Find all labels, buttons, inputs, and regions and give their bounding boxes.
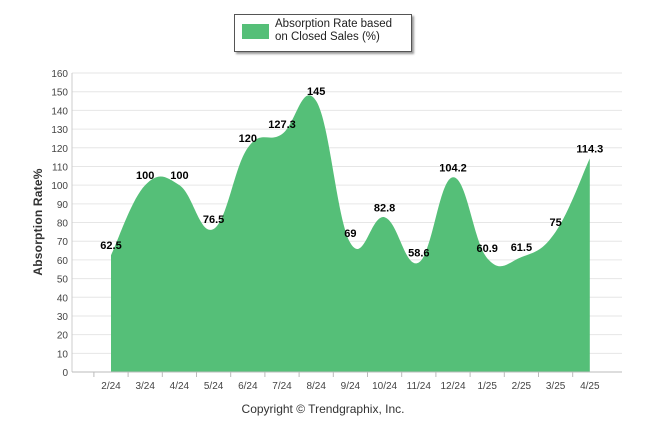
y-tick-label: 30 [57,312,69,323]
data-label: 76.5 [203,214,224,226]
data-label: 61.5 [511,242,532,254]
x-tick-label: 4/24 [170,381,190,392]
y-tick-label: 160 [51,69,68,80]
y-tick-label: 60 [57,256,69,267]
x-tick-label: 2/25 [512,381,532,392]
x-tick-label: 12/24 [440,381,465,392]
y-tick-label: 100 [51,181,68,192]
x-tick-label: 4/25 [580,381,600,392]
legend-swatch [242,24,269,39]
data-label: 145 [307,86,325,98]
x-tick-label: 3/25 [546,381,566,392]
y-tick-label: 20 [57,331,69,342]
y-tick-label: 150 [51,88,68,99]
y-tick-label: 10 [57,349,69,360]
data-label: 82.8 [374,202,395,214]
y-tick-label: 130 [51,125,68,136]
x-tick-label: 2/24 [101,381,121,392]
x-tick-label: 9/24 [341,381,361,392]
x-tick-label: 5/24 [204,381,224,392]
y-tick-label: 120 [51,144,68,155]
data-label: 100 [136,170,154,182]
series-area [111,95,590,373]
legend-label: Absorption Rate based on Closed Sales (%… [275,18,392,43]
x-tick-label: 8/24 [306,381,326,392]
y-tick-label: 80 [57,219,69,230]
x-tick-label: 1/25 [477,381,497,392]
x-tick-label: 3/24 [135,381,155,392]
x-tick-label: 7/24 [272,381,292,392]
data-label: 58.6 [408,247,429,259]
x-tick-label: 11/24 [407,381,432,392]
y-tick-label: 90 [57,200,69,211]
data-label: 75 [549,217,561,229]
y-tick-label: 0 [62,368,68,379]
data-label: 62.5 [100,240,121,252]
y-tick-label: 40 [57,293,69,304]
data-label: 114.3 [576,143,603,155]
y-tick-label: 70 [57,237,69,248]
data-label: 104.2 [439,162,467,174]
data-label: 127.3 [268,119,296,131]
chart-legend: Absorption Rate based on Closed Sales (%… [234,14,412,52]
data-label: 69 [344,228,356,240]
x-tick-label: 6/24 [238,381,258,392]
y-tick-label: 110 [52,162,68,173]
y-tick-label: 50 [57,275,69,286]
data-label: 100 [170,170,188,182]
data-label: 60.9 [476,243,497,255]
x-tick-label: 10/24 [372,381,397,392]
y-tick-label: 140 [51,106,68,117]
data-label: 120 [239,133,257,145]
y-axis-label: Absorption Rate% [31,168,45,276]
copyright-text: Copyright © Trendgraphix, Inc. [241,402,405,416]
